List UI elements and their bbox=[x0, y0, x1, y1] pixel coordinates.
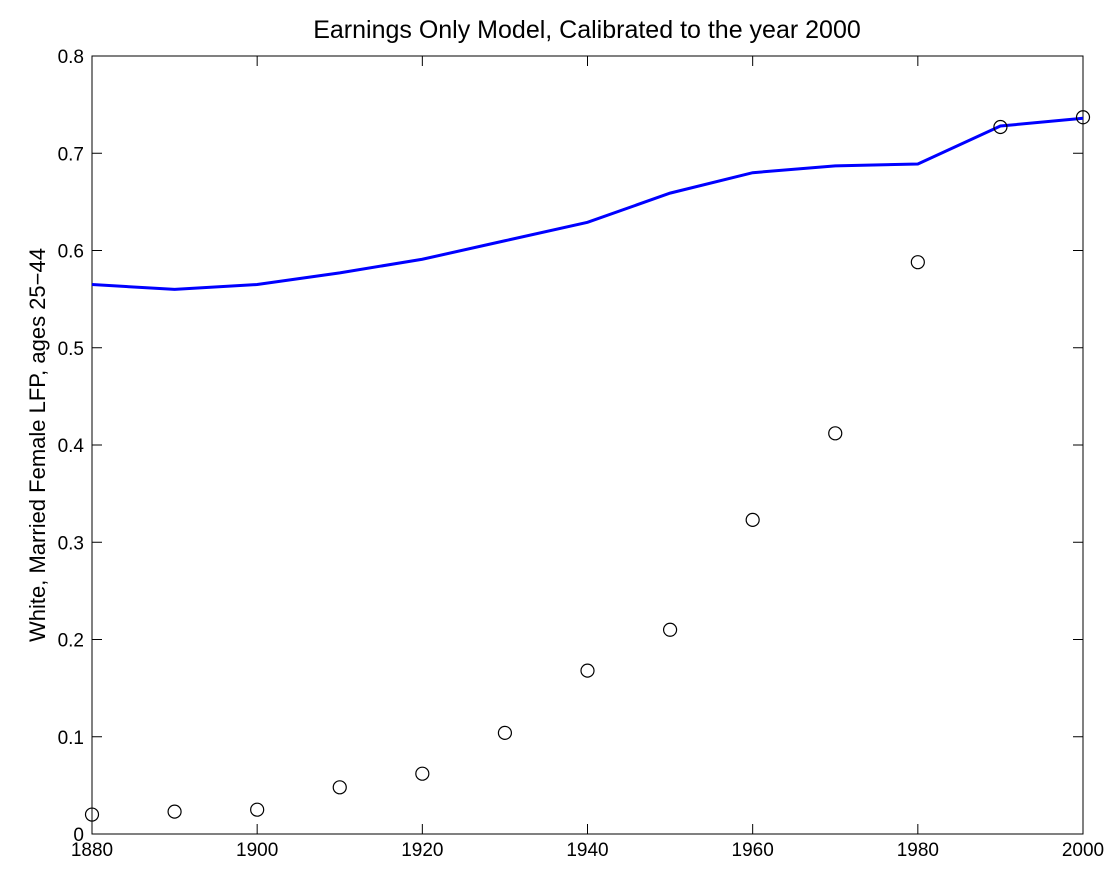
y-tick-label: 0.6 bbox=[58, 242, 84, 263]
x-tick-label: 1980 bbox=[897, 840, 939, 861]
y-tick-label: 0 bbox=[73, 825, 84, 846]
x-tick-label: 1900 bbox=[236, 840, 278, 861]
y-tick-label: 0.1 bbox=[58, 728, 84, 749]
y-tick-label: 0.2 bbox=[58, 631, 84, 652]
model-line bbox=[91, 116, 1084, 291]
data-point bbox=[910, 255, 925, 270]
data-point bbox=[84, 807, 100, 822]
y-tick-label: 0.4 bbox=[58, 436, 85, 457]
x-tick-label: 1880 bbox=[71, 840, 113, 861]
data-point bbox=[1075, 110, 1091, 125]
data-point bbox=[662, 622, 678, 637]
x-tick-label: 1960 bbox=[732, 840, 774, 861]
data-point bbox=[332, 780, 347, 795]
y-axis-label: White, Married Female LFP, ages 25−44 bbox=[25, 248, 50, 642]
plot-frame bbox=[91, 55, 1084, 835]
data-point bbox=[993, 119, 1008, 135]
y-tick-label: 0.5 bbox=[58, 339, 84, 360]
data-point bbox=[250, 802, 265, 817]
x-tick-label: 2000 bbox=[1062, 840, 1104, 861]
x-tick-label: 1920 bbox=[401, 840, 443, 861]
data-point bbox=[415, 766, 430, 781]
y-tick-label: 0.7 bbox=[58, 144, 84, 165]
data-point bbox=[828, 426, 843, 441]
y-tick-label: 0.3 bbox=[58, 533, 84, 554]
chart-title: Earnings Only Model, Calibrated to the y… bbox=[313, 16, 861, 44]
data-point bbox=[580, 663, 595, 678]
x-tick-label: 1940 bbox=[566, 840, 608, 861]
y-tick-label: 0.8 bbox=[58, 47, 84, 68]
data-point bbox=[167, 804, 182, 819]
data-point bbox=[497, 725, 513, 740]
data-point bbox=[745, 512, 760, 527]
